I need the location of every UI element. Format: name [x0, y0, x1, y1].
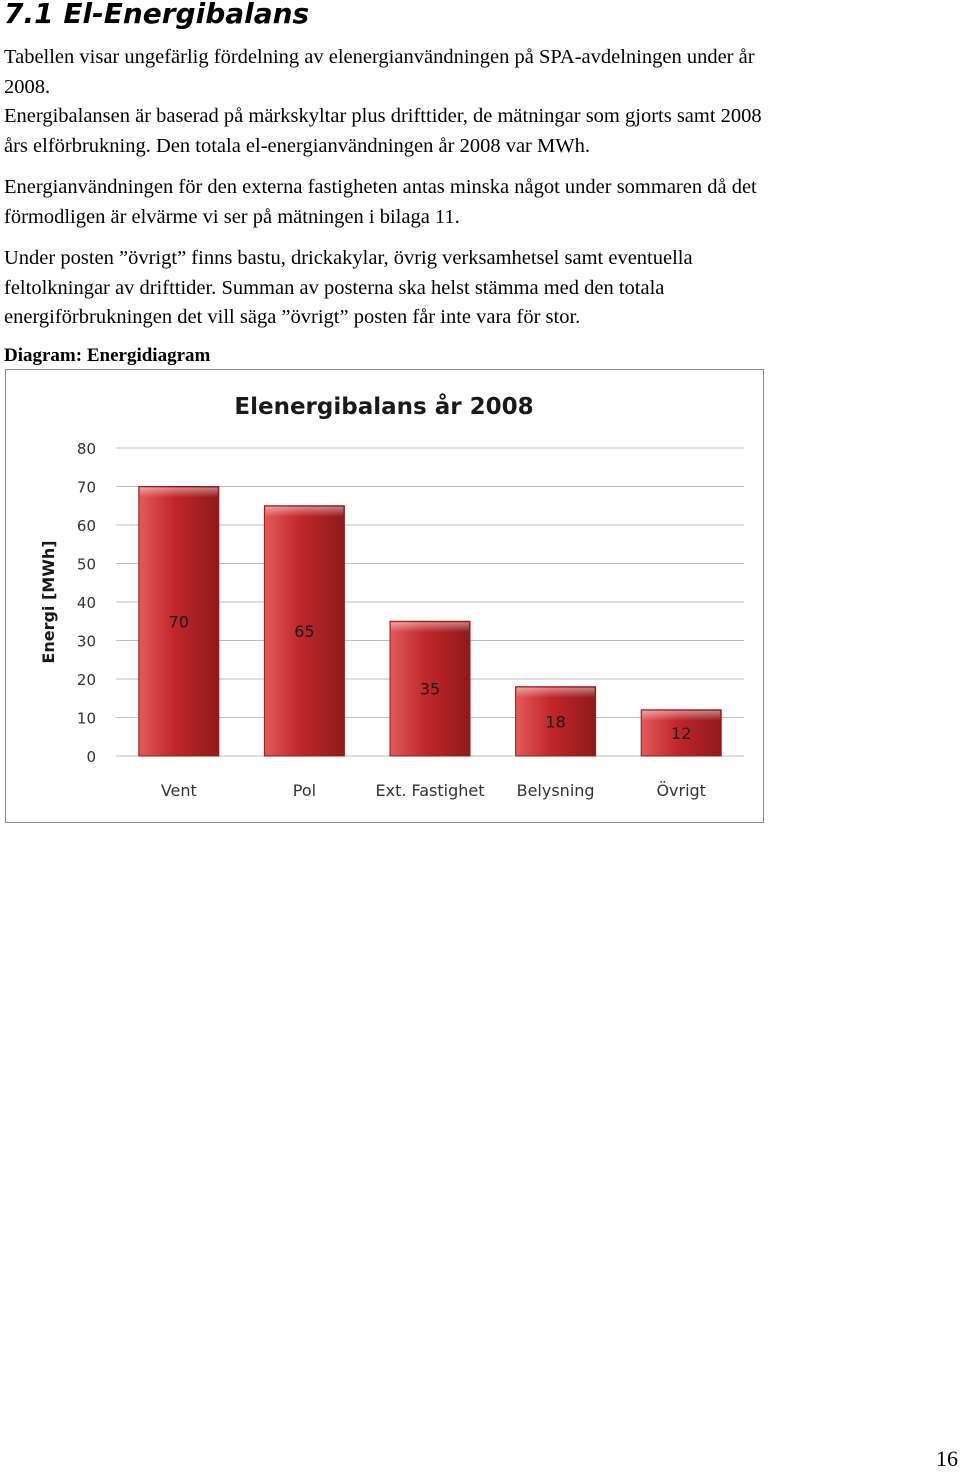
- data-label: 12: [671, 724, 691, 743]
- data-label: 35: [420, 680, 440, 699]
- text-line: Tabellen visar ungefärlig fördelning av …: [4, 46, 755, 68]
- x-tick-label: Övrigt: [656, 781, 706, 800]
- energy-bar-chart: Elenergibalans år 2008 Energi [MWh] 0 10 2…: [39, 393, 744, 800]
- figure-caption: Diagram: Energidiagram: [4, 345, 211, 366]
- paragraph-other-category: Under posten ”övrigt” finns bastu, drick…: [4, 244, 954, 333]
- y-tick-label: 70: [77, 479, 96, 497]
- page-number: 16: [936, 1446, 958, 1471]
- y-axis-label: Energi [MWh]: [39, 540, 58, 663]
- paragraph-energy-balance: Tabellen visar ungefärlig fördelning av …: [4, 43, 954, 161]
- bar: [515, 686, 597, 757]
- x-tick-label: Belysning: [517, 781, 595, 800]
- x-tick-label: Vent: [161, 781, 197, 800]
- chart-title: Elenergibalans år 2008: [234, 393, 533, 420]
- y-tick-label: 60: [77, 517, 96, 535]
- bar: [389, 620, 471, 757]
- data-label: 65: [294, 622, 314, 641]
- text-line: feltolkningar av drifttider. Summan av p…: [4, 276, 665, 299]
- y-tick-label: 30: [77, 633, 96, 651]
- text-line: Energibalansen är baserad på märkskyltar…: [4, 105, 762, 127]
- y-tick-label: 20: [77, 671, 96, 689]
- text-line: 2008.: [4, 75, 51, 98]
- data-label: 18: [545, 712, 565, 731]
- text-line: Energianvändningen för den externa fasti…: [4, 176, 757, 198]
- text-line: års elförbrukning. Den totala el-energia…: [4, 134, 590, 157]
- y-tick-label: 0: [86, 748, 96, 766]
- data-label: 70: [169, 612, 189, 631]
- bar: [138, 486, 220, 757]
- bar: [640, 709, 722, 757]
- y-tick-label: 80: [77, 440, 96, 458]
- section-heading: 7.1 El-Energibalans: [4, 0, 310, 30]
- y-tick-label: 50: [77, 556, 96, 574]
- text-line: förmodligen är elvärme vi ser på mätning…: [4, 205, 460, 228]
- y-tick-label: 10: [77, 710, 96, 728]
- text-line: Under posten ”övrigt” finns bastu, drick…: [4, 247, 693, 269]
- text-line: energiförbrukningen det vill säga ”övrig…: [4, 306, 581, 328]
- x-tick-label: Pol: [293, 781, 316, 800]
- bar: [263, 505, 345, 757]
- chart-frame: Elenergibalans år 2008 Energi [MWh] 0 10 2…: [5, 369, 764, 823]
- y-tick-label: 40: [77, 594, 96, 612]
- x-tick-label: Ext. Fastighet: [375, 781, 484, 800]
- paragraph-external-property: Energianvändningen för den externa fasti…: [4, 173, 954, 232]
